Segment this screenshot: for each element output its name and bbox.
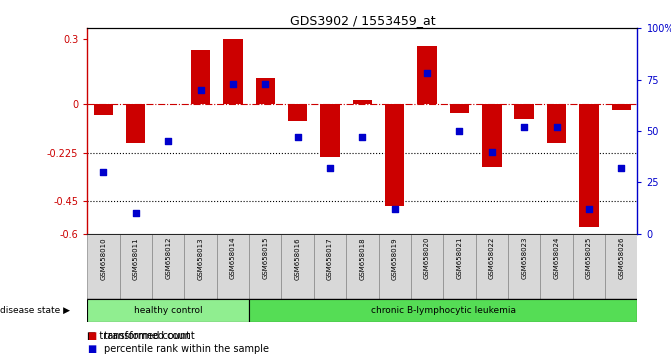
Bar xyxy=(482,104,501,167)
Bar xyxy=(417,46,437,104)
Bar xyxy=(573,234,605,299)
Bar xyxy=(444,234,476,299)
Title: GDS3902 / 1553459_at: GDS3902 / 1553459_at xyxy=(289,14,435,27)
Text: GSM658015: GSM658015 xyxy=(262,237,268,279)
Bar xyxy=(119,234,152,299)
Bar xyxy=(540,234,573,299)
Bar xyxy=(605,234,637,299)
Bar xyxy=(579,104,599,227)
Text: GSM658022: GSM658022 xyxy=(488,237,495,279)
Bar xyxy=(611,104,631,110)
Bar xyxy=(217,234,249,299)
Point xyxy=(98,169,109,175)
Text: healthy control: healthy control xyxy=(134,306,203,315)
Bar xyxy=(185,234,217,299)
Point xyxy=(227,81,238,87)
Bar xyxy=(288,104,307,121)
Bar xyxy=(353,99,372,104)
Text: transformed count: transformed count xyxy=(104,331,195,341)
Point xyxy=(454,128,465,134)
Bar xyxy=(281,234,314,299)
Text: percentile rank within the sample: percentile rank within the sample xyxy=(104,344,269,354)
Bar xyxy=(346,234,378,299)
Text: GSM658025: GSM658025 xyxy=(586,237,592,279)
Bar xyxy=(94,104,113,115)
Text: ■: ■ xyxy=(87,331,97,341)
Point xyxy=(293,134,303,140)
Text: GSM658020: GSM658020 xyxy=(424,237,430,279)
Text: ■: ■ xyxy=(87,344,97,354)
Point xyxy=(389,206,400,212)
Text: GSM658016: GSM658016 xyxy=(295,237,301,280)
Bar xyxy=(158,103,178,104)
Text: GSM658014: GSM658014 xyxy=(230,237,236,279)
Point xyxy=(551,124,562,130)
Point xyxy=(260,81,270,87)
Point xyxy=(130,210,141,216)
Point xyxy=(325,165,336,171)
Bar xyxy=(191,50,210,104)
Bar xyxy=(87,234,119,299)
Text: ■ transformed count: ■ transformed count xyxy=(87,331,191,341)
Point xyxy=(519,124,529,130)
Bar xyxy=(508,234,540,299)
Bar xyxy=(223,39,243,104)
Text: chronic B-lymphocytic leukemia: chronic B-lymphocytic leukemia xyxy=(371,306,516,315)
Text: GSM658012: GSM658012 xyxy=(165,237,171,279)
Bar xyxy=(249,234,281,299)
Bar xyxy=(547,104,566,143)
Text: GSM658024: GSM658024 xyxy=(554,237,560,279)
Bar xyxy=(87,299,249,322)
Bar xyxy=(256,78,275,104)
Text: GSM658011: GSM658011 xyxy=(133,237,139,280)
Text: GSM658021: GSM658021 xyxy=(456,237,462,279)
Bar xyxy=(411,234,444,299)
Text: GSM658010: GSM658010 xyxy=(101,237,107,280)
Bar xyxy=(320,104,340,157)
Text: GSM658026: GSM658026 xyxy=(618,237,624,279)
Bar xyxy=(152,234,185,299)
Point xyxy=(616,165,627,171)
Bar xyxy=(515,104,534,119)
Text: GSM658013: GSM658013 xyxy=(197,237,203,280)
Point xyxy=(195,87,206,93)
Bar xyxy=(314,234,346,299)
Point xyxy=(486,149,497,154)
Text: GSM658017: GSM658017 xyxy=(327,237,333,280)
Bar xyxy=(378,234,411,299)
Bar xyxy=(126,104,146,143)
Bar xyxy=(450,104,469,113)
Bar xyxy=(385,104,405,206)
Point xyxy=(357,134,368,140)
Text: GSM658023: GSM658023 xyxy=(521,237,527,279)
Point xyxy=(421,71,432,76)
Point xyxy=(163,138,174,144)
Text: GSM658018: GSM658018 xyxy=(360,237,365,280)
Text: disease state ▶: disease state ▶ xyxy=(0,306,70,315)
Bar xyxy=(476,234,508,299)
Point xyxy=(584,206,595,212)
Bar xyxy=(249,299,637,322)
Text: GSM658019: GSM658019 xyxy=(392,237,398,280)
